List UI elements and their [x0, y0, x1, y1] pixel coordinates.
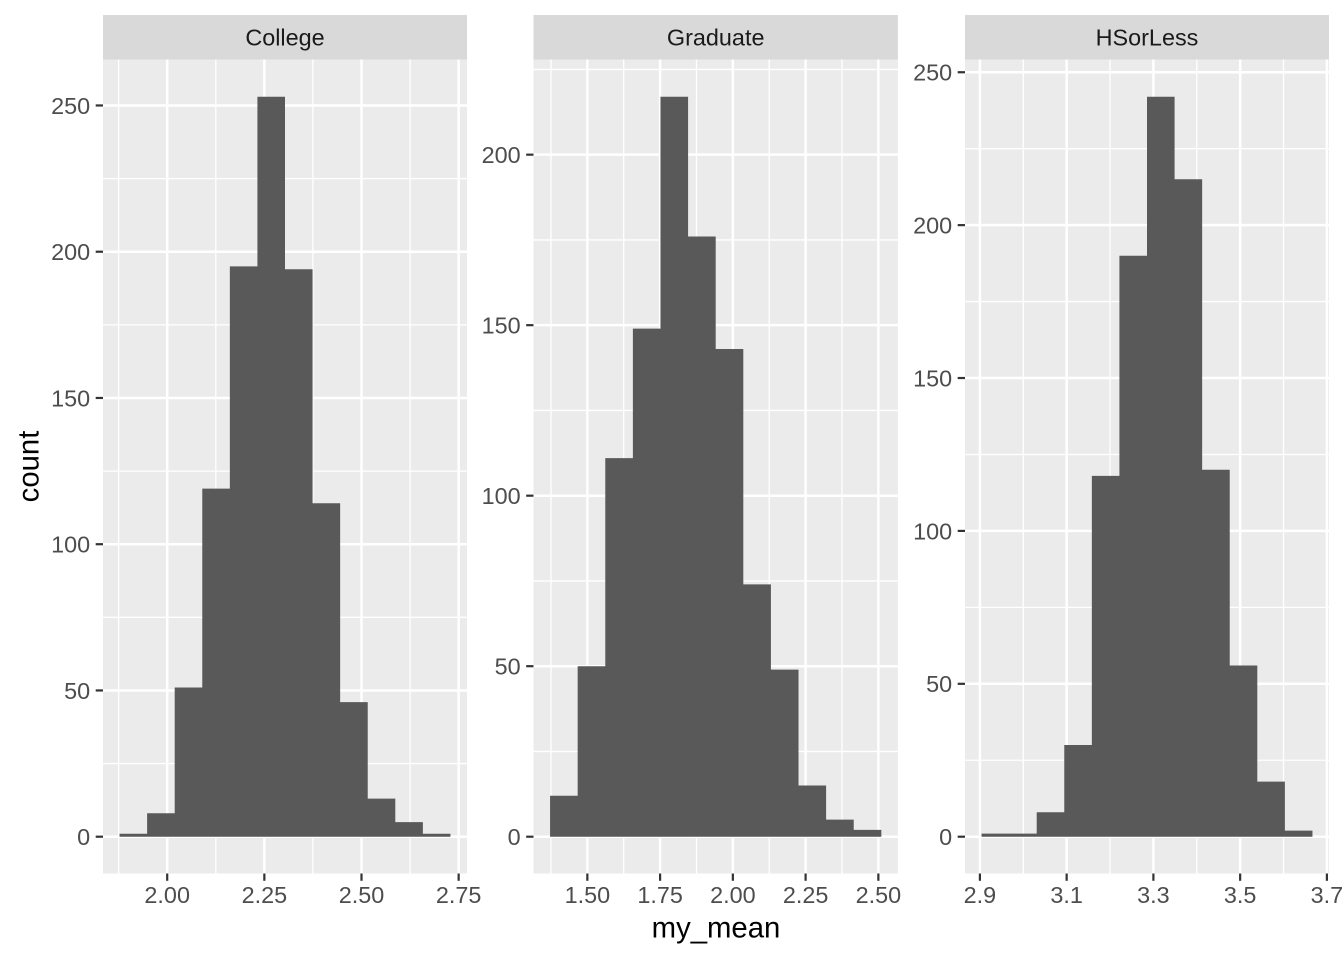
svg-text:2.9: 2.9	[964, 882, 997, 908]
svg-text:150: 150	[51, 385, 90, 411]
svg-text:Graduate: Graduate	[667, 24, 765, 50]
svg-text:3.1: 3.1	[1050, 882, 1083, 908]
svg-text:3.3: 3.3	[1137, 882, 1170, 908]
svg-text:2.75: 2.75	[436, 882, 482, 908]
svg-text:2.00: 2.00	[144, 882, 190, 908]
svg-text:3.7: 3.7	[1311, 882, 1344, 908]
svg-text:count: count	[13, 431, 46, 503]
svg-text:2.25: 2.25	[242, 882, 288, 908]
svg-text:2.50: 2.50	[856, 882, 902, 908]
svg-text:50: 50	[64, 678, 90, 704]
svg-text:250: 250	[51, 93, 90, 119]
svg-text:0: 0	[508, 824, 521, 850]
svg-text:200: 200	[51, 239, 90, 265]
svg-text:150: 150	[482, 313, 521, 339]
svg-text:2.50: 2.50	[339, 882, 385, 908]
svg-text:my_mean: my_mean	[652, 911, 781, 944]
svg-text:0: 0	[77, 824, 90, 850]
svg-text:0: 0	[939, 824, 952, 850]
svg-text:100: 100	[51, 532, 90, 558]
svg-text:50: 50	[495, 654, 521, 680]
svg-text:2.25: 2.25	[783, 882, 829, 908]
svg-text:1.75: 1.75	[637, 882, 683, 908]
svg-text:200: 200	[913, 213, 952, 239]
svg-text:100: 100	[482, 483, 521, 509]
svg-text:1.50: 1.50	[565, 882, 611, 908]
svg-text:2.00: 2.00	[710, 882, 756, 908]
svg-text:100: 100	[913, 518, 952, 544]
svg-text:250: 250	[913, 60, 952, 86]
svg-text:3.5: 3.5	[1224, 882, 1257, 908]
svg-text:50: 50	[926, 671, 952, 697]
svg-text:College: College	[245, 24, 324, 50]
svg-text:200: 200	[482, 142, 521, 168]
svg-text:150: 150	[913, 365, 952, 391]
svg-text:HSorLess: HSorLess	[1096, 24, 1199, 50]
